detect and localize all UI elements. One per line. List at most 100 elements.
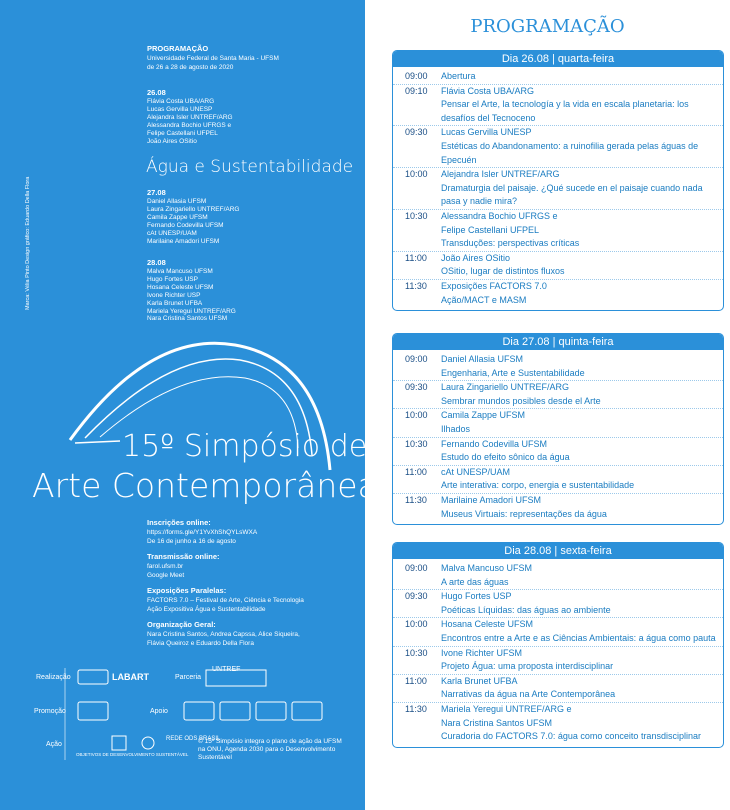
sponsor-apoio: Apoio [150,708,168,715]
item-row: Sembrar mundos posibles desde el Arte [393,395,723,409]
item-time: 09:10 [405,85,428,96]
item-row: 10:30 Alessandra Bochio UFRGS e [393,208,723,224]
item-text: Sembrar mundos posibles desde el Arte [441,395,601,406]
sponsor-promocao: Promoção [34,708,66,715]
speaker: Fernando Codevilla UFSM [147,221,224,229]
item-text: Dramaturgia del paisaje. ¿Qué sucede en … [441,182,703,207]
item-text: Malva Mancuso UFSM [441,563,533,573]
info-line: De 16 de junho a 16 de agosto [147,538,236,545]
left-panel: 15º Simpósio de Arte Contemporânea Marca… [0,0,365,810]
speaker: cAt UNESP/UAM [147,229,197,237]
sponsor-acao: Ação [46,741,62,748]
day-box: Dia 27.08 | quinta-feira 09:00 Daniel Alla… [392,333,724,526]
item-row: Encontros entre a Arte e as Ciências Amb… [393,632,723,646]
item-row: Ação/MACT e MASM [393,294,723,308]
item-row: Nara Cristina Santos UFSM [393,717,723,731]
item-row: Narrativas da água na Arte Contemporânea [393,688,723,702]
item-time [405,632,441,646]
item-time [405,367,441,381]
day-items: 09:00 Daniel Allasia UFSM Engenharia, Arte… [393,350,723,524]
info-line: Flávia Queiroz e Eduardo Della Flora [147,640,254,647]
item-text: Museus Virtuais: representações da água [441,508,607,519]
item-text: Hosana Celeste UFSM [441,619,534,630]
logo-line-1: 15º Simpósio de [122,429,365,464]
info-line: Nara Cristina Santos, Andrea Capssa, Ali… [147,631,300,638]
item-text: Curadoria do FACTORS 7.0: água como conc… [441,731,701,742]
item-row: 10:00 Alejandra Isler UNTREF/ARG [393,167,723,182]
speaker: Hosana Celeste UFSM [147,283,214,291]
item-row: 09:00 Daniel Allasia UFSM [393,353,723,367]
item-row: Estéticas do Abandonamento: a ruinofilia… [393,140,723,167]
item-row: 09:10 Flávia Costa UBA/ARG [393,83,723,99]
item-time: 09:30 [405,127,428,138]
sponsor-ods: OBJETIVOS DE DESENVOLVIMENTO SUSTENTÁVEL [76,752,189,757]
speaker: Flávia Costa UBA/ARG [147,98,215,105]
item-time: 11:30 [405,703,427,714]
item-text: Arte interativa: corpo, energia e susten… [441,480,635,491]
header-line: de 26 a 28 de agosto de 2020 [147,63,234,71]
item-row: 10:30 Fernando Codevilla UFSM [393,436,723,452]
day-header: Dia 27.08 | quinta-feira [393,334,723,350]
item-row: Poéticas Líquidas: das águas ao ambiente [393,604,723,618]
item-row: 10:00 Hosana Celeste UFSM [393,617,723,632]
info-heading: Transmissão online: [147,552,220,561]
info-line: Google Meet [147,572,185,579]
item-time [405,717,441,731]
item-row: Ilhados [393,423,723,437]
item-text: cAt UNESP/UAM [441,466,511,477]
speaker: Karla Brunet UFBA [147,299,203,307]
logo-graphic: 15º Simpósio de Arte Contemporânea Marca… [25,176,365,760]
item-row: 09:30 Hugo Fortes USP [393,589,723,604]
item-time: 09:30 [405,591,428,602]
item-time [405,576,441,590]
info-heading: Inscrições online: [147,518,211,527]
item-time: 10:30 [405,210,428,221]
item-text: Hugo Fortes USP [441,591,512,602]
item-text: Estudo do efeito sônico da água [441,452,570,463]
item-time [405,730,441,744]
theme: Água e Sustentabilidade [146,157,354,177]
left-title: PROGRAMAÇÃO [147,44,209,53]
item-time [405,182,441,209]
item-row: 11:30 Exposições FACTORS 7.0 [393,278,723,294]
item-text: Karla Brunet UFBA [441,675,518,686]
item-text: Marilaine Amadori UFSM [441,494,542,505]
item-text: Camila Zappe UFSM [441,410,526,421]
item-time: 11:30 [405,280,427,291]
item-time: 11:00 [405,466,427,477]
item-text: Daniel Allasia UFSM [441,354,524,364]
item-time: 11:00 [405,252,427,263]
item-time: 09:30 [405,382,428,393]
item-time [405,423,441,437]
info-heading: Exposições Paralelas: [147,586,227,595]
item-row: Transduções: perspectivas críticas [393,237,723,251]
item-text: Engenharia, Arte e Sustentabilidade [441,367,585,378]
item-text: OSitio, lugar de distintos fluxos [441,266,565,277]
program-title: PROGRAMAÇÃO [470,16,625,37]
item-row: A arte das águas [393,576,723,590]
credits: Marca: Vélia Pinto Design gráfico: Eduar… [25,176,31,310]
item-time [405,294,441,308]
item-row: Engenharia, Arte e Sustentabilidade [393,367,723,381]
sponsor-realizacao: Realização [36,674,71,681]
item-text: Encontros entre a Arte e as Ciências Amb… [441,632,716,643]
item-time: 09:00 [405,71,428,81]
item-text: Alejandra Isler UNTREF/ARG [441,169,560,180]
info-line: https://forms.gle/Y1YvXhShQYLsWXA [147,529,258,536]
sponsor-parceria: Parceria [175,674,202,681]
speaker: João Aires OSitio [147,137,197,145]
item-row: Felipe Castellani UFPEL [393,224,723,238]
logo-stroke [74,440,121,444]
item-text: Alessandra Bochio UFRGS e [441,210,558,221]
item-text: Felipe Castellani UFPEL [441,224,540,235]
item-time: 10:00 [405,169,428,180]
info-heading: Organização Geral: [147,620,216,629]
item-text: Lucas Gervilla UNESP [441,127,532,138]
logo-arc [99,376,299,449]
item-row: Projeto Água: uma proposta interdiscipli… [393,660,723,674]
speaker: Marilaine Amadori UFSM [147,237,220,245]
item-row: 11:00 João Aires OSitio [393,250,723,266]
item-text: Fernando Codevilla UFSM [441,438,548,449]
item-row: 09:30 Laura Zingariello UNTREF/ARG [393,380,723,395]
day-box: Dia 28.08 | sexta-feira 09:00 Malva Mancus… [392,542,724,748]
